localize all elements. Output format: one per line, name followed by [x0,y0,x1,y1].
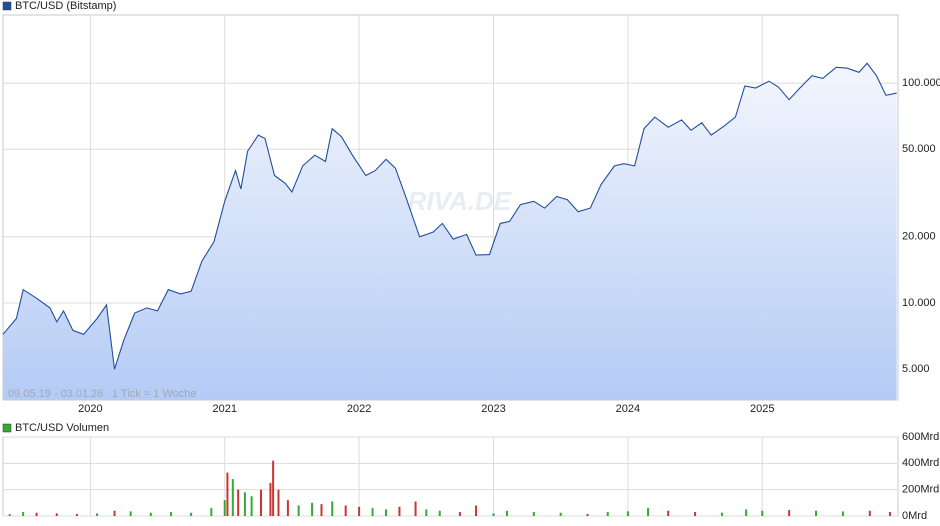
volume-bar [371,508,374,516]
volume-bar [75,514,78,516]
volume-bar [243,492,246,516]
volume-bar [586,514,589,516]
volume-bar [331,501,334,516]
volume-bar [260,489,263,516]
y-tick-label: 10.000 [902,297,936,309]
y-tick-label: 20.000 [902,231,936,243]
volume-bar [745,509,748,516]
volume-bar [815,510,818,516]
legend-swatch [2,1,12,11]
volume-bar [250,496,253,516]
volume-bar [231,479,234,516]
x-tick-label: 2022 [347,403,371,415]
annotation: 09.05.19 - 03.01.26 [8,388,103,400]
legend-swatch [2,423,12,433]
y-tick-label: 0Mrd [902,510,927,522]
volume-bar [113,510,116,516]
annotation: 1 Tick = 1 Woche [112,388,196,400]
volume-bar [606,512,609,516]
volume-bar [626,511,629,516]
volume-bar [398,506,401,516]
volume-bar [868,510,871,516]
volume-bar [190,512,193,516]
volume-bar [761,510,764,516]
volume-bar [492,513,495,516]
plot-bg [2,436,899,517]
volume-bar [149,512,152,516]
y-tick-label: 5.000 [902,363,930,375]
volume-bar [384,509,387,516]
volume-bar [223,500,226,516]
y-tick-label: 100.000 [902,77,940,89]
volume-bar [35,512,38,516]
y-tick-label: 200Mrd [902,484,939,496]
volume-bar [475,505,478,516]
volume-bar [425,509,428,516]
volume-bar [237,489,240,516]
y-tick-label: 600Mrd [902,431,939,443]
volume-bar [96,513,99,516]
volume-bar [414,501,417,516]
volume-bar [210,508,213,516]
volume-bar [841,511,844,516]
area [3,63,897,401]
volume-bar [458,512,461,516]
volume-bar [358,506,361,516]
volume-bar [169,512,172,516]
y-tick-label: 50.000 [902,143,936,155]
volume-bar [286,500,289,516]
volume-bar [226,472,229,516]
volume-bar [694,512,697,516]
volume-bar [532,512,535,516]
volume-bar [22,512,25,516]
volume-bar [559,512,562,516]
volume-bar [788,510,791,516]
x-tick-label: 2025 [750,403,774,415]
volume-bar [129,511,132,516]
volume-bar [311,502,314,516]
volume-bar [505,510,508,516]
volume-bar [269,483,272,516]
volume-bar [277,489,280,516]
volume-bar [8,514,11,516]
volume-bar [297,505,300,516]
price-line [2,62,897,370]
volume-bar [647,508,650,516]
volume-bar [344,505,347,516]
volume-bar [438,510,441,516]
x-tick-label: 2021 [212,403,236,415]
y-tick-label: 400Mrd [902,457,939,469]
x-tick-label: 2020 [78,403,102,415]
volume-bar [667,510,670,516]
volume-bar [720,512,723,516]
volume-bar [888,512,891,516]
volume-bar [320,504,323,516]
legend-label: BTC/USD Volumen [15,422,109,434]
volume-bar [55,513,58,516]
volume-bar [272,460,275,516]
legend-label: BTC/USD (Bitstamp) [15,0,116,12]
x-tick-label: 2024 [616,403,640,415]
x-tick-label: 2023 [481,403,505,415]
